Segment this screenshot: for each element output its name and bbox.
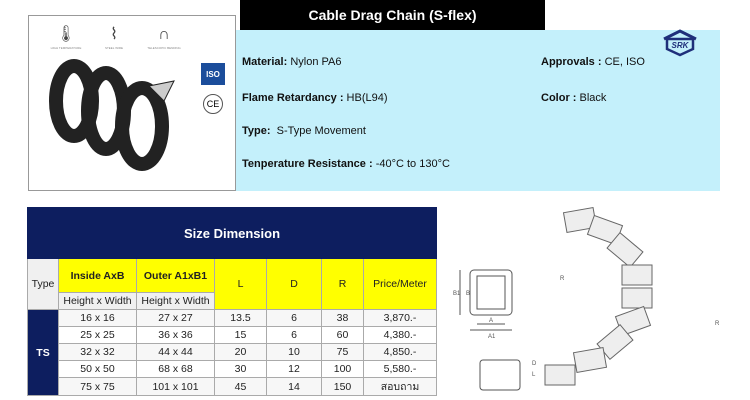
cell-d: 10 [266,343,322,361]
material-spec: Material: Nylon PA6 [242,56,342,68]
type-cell: TS [27,309,59,396]
cell-l: 20 [214,343,267,361]
cell-r: 150 [321,377,364,396]
cell-r: 100 [321,360,364,378]
approvals-spec: Approvals : CE, ISO [541,56,645,68]
cell-outer: 68 x 68 [136,360,215,378]
cell-r: 38 [321,309,364,327]
table-row: TS 16 x 16 27 x 27 13.5 6 38 3,870.- [27,309,437,396]
header-r: R [321,258,364,310]
spec-panel: Material: Nylon PA6 Flame Retardancy : H… [236,30,720,191]
cell-l: 15 [214,326,267,344]
svg-text:R: R [560,276,565,282]
header-type: Type [27,258,59,310]
flame-spec: Flame Retardancy : HB(L94) [242,92,388,104]
cell-inside: 50 x 50 [58,360,137,378]
cell-inside: 32 x 32 [58,343,137,361]
iso-badge: ISO [201,63,225,85]
feature-bending: ∩ TELESCOPIC BENDING [139,24,189,50]
svg-text:A: A [489,318,493,324]
cell-price: 4,380.- [363,326,437,344]
cell-outer: 27 x 27 [136,309,215,327]
cell-price: สอบถาม [363,377,437,396]
color-spec: Color : Black [541,92,607,104]
header-l: L [214,258,267,310]
svg-text:SRK: SRK [672,41,690,50]
cell-outer: 101 x 101 [136,377,215,396]
dimension-diagram: B1 B A A1 DL R R [453,206,720,391]
cell-outer: 36 x 36 [136,326,215,344]
header-inside: Inside AxB [58,258,137,293]
cell-d: 12 [266,360,322,378]
size-dimension-table: Size Dimension Type Inside AxB Outer A1x… [27,207,437,396]
header-outer: Outer A1xB1 [136,258,215,293]
svg-text:B1: B1 [453,291,461,297]
header-price: Price/Meter [363,258,437,310]
srk-logo: SRK [663,29,697,57]
cell-d: 6 [266,309,322,327]
cell-d: 6 [266,326,322,344]
cell-l: 45 [214,377,267,396]
table-title: Size Dimension [27,207,437,259]
cell-l: 13.5 [214,309,267,327]
ce-badge: CE [203,94,223,114]
cell-r: 60 [321,326,364,344]
product-image-panel: 🌡 HIGH TEMPERATURE ⌇ STEEL WIRE ∩ TELESCOPI… [28,15,236,191]
svg-text:D: D [532,361,537,367]
cell-r: 75 [321,343,364,361]
cell-outer: 44 x 44 [136,343,215,361]
header-outer-sub: Height x Width [136,292,215,310]
bending-icon: ∩ [158,26,170,43]
type-spec: Type: S-Type Movement [242,125,366,137]
table-row: 25 x 25 36 x 36 15 6 60 4,380.- [28,326,437,344]
temperature-spec: Tenperature Resistance : -40°C to 130°C [242,158,450,170]
steel-wire-icon: ⌇ [110,26,118,43]
table-row: 50 x 50 68 x 68 30 12 100 5,580.- [28,360,437,378]
table-row: 75 x 75 101 x 101 45 14 150 สอบถาม [28,377,437,396]
header-inside-sub: Height x Width [58,292,137,310]
header-d: D [266,258,322,310]
svg-text:L: L [532,372,536,378]
cell-inside: 75 x 75 [58,377,137,396]
table-row: 32 x 32 44 x 44 20 10 75 4,850.- [28,343,437,361]
svg-text:R: R [715,321,720,327]
thermometer-icon: 🌡 [55,26,77,43]
cell-price: 5,580.- [363,360,437,378]
page-title: Cable Drag Chain (S-flex) [240,0,545,30]
drag-chain-image [49,59,175,171]
svg-text:A1: A1 [488,334,496,340]
cell-inside: 25 x 25 [58,326,137,344]
feature-high-temperature: 🌡 HIGH TEMPERATURE [41,24,91,50]
cell-price: 4,850.- [363,343,437,361]
svg-text:B: B [466,291,470,297]
feature-steel-wire: ⌇ STEEL WIRE [89,24,139,50]
cell-inside: 16 x 16 [58,309,137,327]
cell-d: 14 [266,377,322,396]
cell-l: 30 [214,360,267,378]
cell-price: 3,870.- [363,309,437,327]
